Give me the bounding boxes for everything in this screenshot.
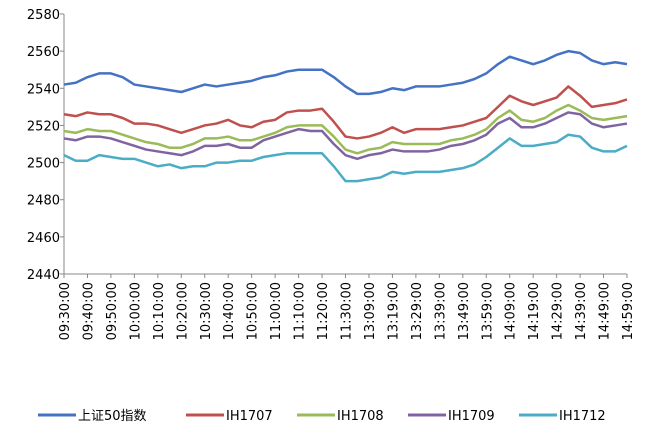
- x-tick-label: 13:59:00: [480, 282, 495, 340]
- legend-label: IH1709: [448, 409, 495, 424]
- x-tick-label: 10:20:00: [175, 282, 190, 340]
- x-tick-label: 13:49:00: [457, 282, 472, 340]
- legend-label: 上证50指数: [78, 409, 147, 424]
- x-tick-label: 10:40:00: [222, 282, 237, 340]
- x-tick-label: 09:40:00: [81, 282, 96, 340]
- x-tick-label: 13:09:00: [363, 282, 378, 340]
- series-line: [63, 111, 628, 161]
- y-tick-label: 2540: [27, 82, 60, 97]
- x-tick-label: 11:00:00: [269, 282, 284, 340]
- series-line: [63, 49, 628, 96]
- x-tick-label: 10:00:00: [128, 282, 143, 340]
- y-tick-label: 2480: [27, 194, 60, 209]
- series-line: [63, 133, 628, 183]
- series-line: [63, 85, 628, 140]
- x-tick-label: 10:10:00: [152, 282, 167, 340]
- y-tick-label: 2560: [27, 45, 60, 60]
- x-tick-label: 14:59:00: [621, 282, 636, 340]
- x-tick-label: 13:19:00: [386, 282, 401, 340]
- y-tick-label: 2500: [27, 157, 60, 172]
- y-tick-label: 2580: [27, 8, 60, 23]
- x-tick-label: 11:30:00: [340, 282, 355, 340]
- x-tick-label: 11:10:00: [293, 282, 308, 340]
- x-tick-label: 11:20:00: [316, 282, 331, 340]
- series-line: [63, 103, 628, 155]
- x-tick-label: 14:29:00: [551, 282, 566, 340]
- x-tick-label: 14:39:00: [574, 282, 589, 340]
- x-tick-label: 14:09:00: [504, 282, 519, 340]
- legend-label: IH1712: [559, 409, 606, 424]
- legend-label: IH1707: [226, 409, 273, 424]
- x-tick-label: 10:50:00: [246, 282, 261, 340]
- y-tick-label: 2460: [27, 231, 60, 246]
- x-tick-label: 10:30:00: [199, 282, 214, 340]
- y-tick-label: 2440: [27, 268, 60, 283]
- legend-label: IH1708: [337, 409, 384, 424]
- x-tick-label: 09:50:00: [105, 282, 120, 340]
- x-tick-label: 13:39:00: [433, 282, 448, 340]
- x-tick-label: 09:30:00: [58, 282, 73, 340]
- y-tick-label: 2520: [27, 119, 60, 134]
- x-tick-label: 14:49:00: [598, 282, 613, 340]
- x-tick-label: 14:19:00: [527, 282, 542, 340]
- x-tick-label: 13:29:00: [410, 282, 425, 340]
